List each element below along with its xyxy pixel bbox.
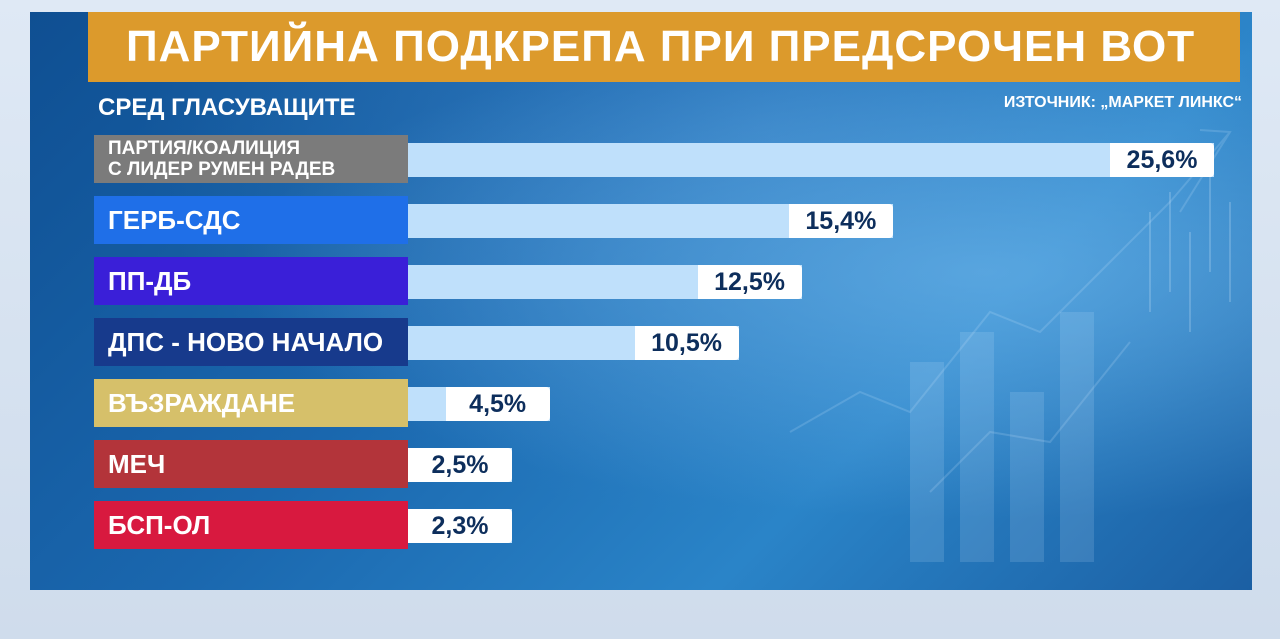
category-label-line: ВЪЗРАЖДАНЕ [108,388,296,418]
chart-subtitle: СРЕД ГЛАСУВАЩИТЕ [98,94,356,121]
category-label-line: МЕЧ [108,449,166,479]
category-label-line: ПАРТИЯ/КОАЛИЦИЯ [108,138,301,159]
value-label: 25,6% [1110,143,1214,177]
category-label-line: С ЛИДЕР РУМЕН РАДЕВ [108,159,336,180]
title-bar: ПАРТИЙНА ПОДКРЕПА ПРИ ПРЕДСРОЧЕН ВОТ [88,12,1240,82]
category-label: МЕЧ [94,440,408,488]
chart-stage: ПАРТИЙНА ПОДКРЕПА ПРИ ПРЕДСРОЧЕН ВОТ СРЕ… [30,12,1252,590]
chart-title: ПАРТИЙНА ПОДКРЕПА ПРИ ПРЕДСРОЧЕН ВОТ [126,22,1196,71]
category-label-line: БСП-ОЛ [108,510,211,540]
value-label: 12,5% [697,265,802,299]
category-label-line: ДПС - НОВО НАЧАЛО [108,327,384,357]
source-note: ИЗТОЧНИК: „МАРКЕТ ЛИНКС“ [1003,94,1242,111]
background-decoration [789,129,1232,562]
value-label: 2,3% [408,509,512,543]
bar-chart: ПАРТИЯ/КОАЛИЦИЯ С ЛИДЕР РУМЕН РАДЕВ 25,6% Г… [30,12,1252,590]
category-label: ПАРТИЯ/КОАЛИЦИЯ С ЛИДЕР РУМЕН РАДЕВ [94,135,408,183]
value-label: 2,5% [408,448,512,482]
category-label: ДПС - НОВО НАЧАЛО [94,318,408,366]
value-label: 10,5% [634,326,739,360]
category-label-line: ПП-ДБ [108,266,192,296]
category-label: БСП-ОЛ [94,501,408,549]
category-label: ПП-ДБ [94,257,408,305]
bar [408,143,1214,177]
category-label: ГЕРБ-СДС [94,196,408,244]
category-label: ВЪЗРАЖДАНЕ [94,379,408,427]
category-label-line: ГЕРБ-СДС [108,205,241,235]
value-label: 4,5% [445,387,550,421]
value-label: 15,4% [788,204,893,238]
